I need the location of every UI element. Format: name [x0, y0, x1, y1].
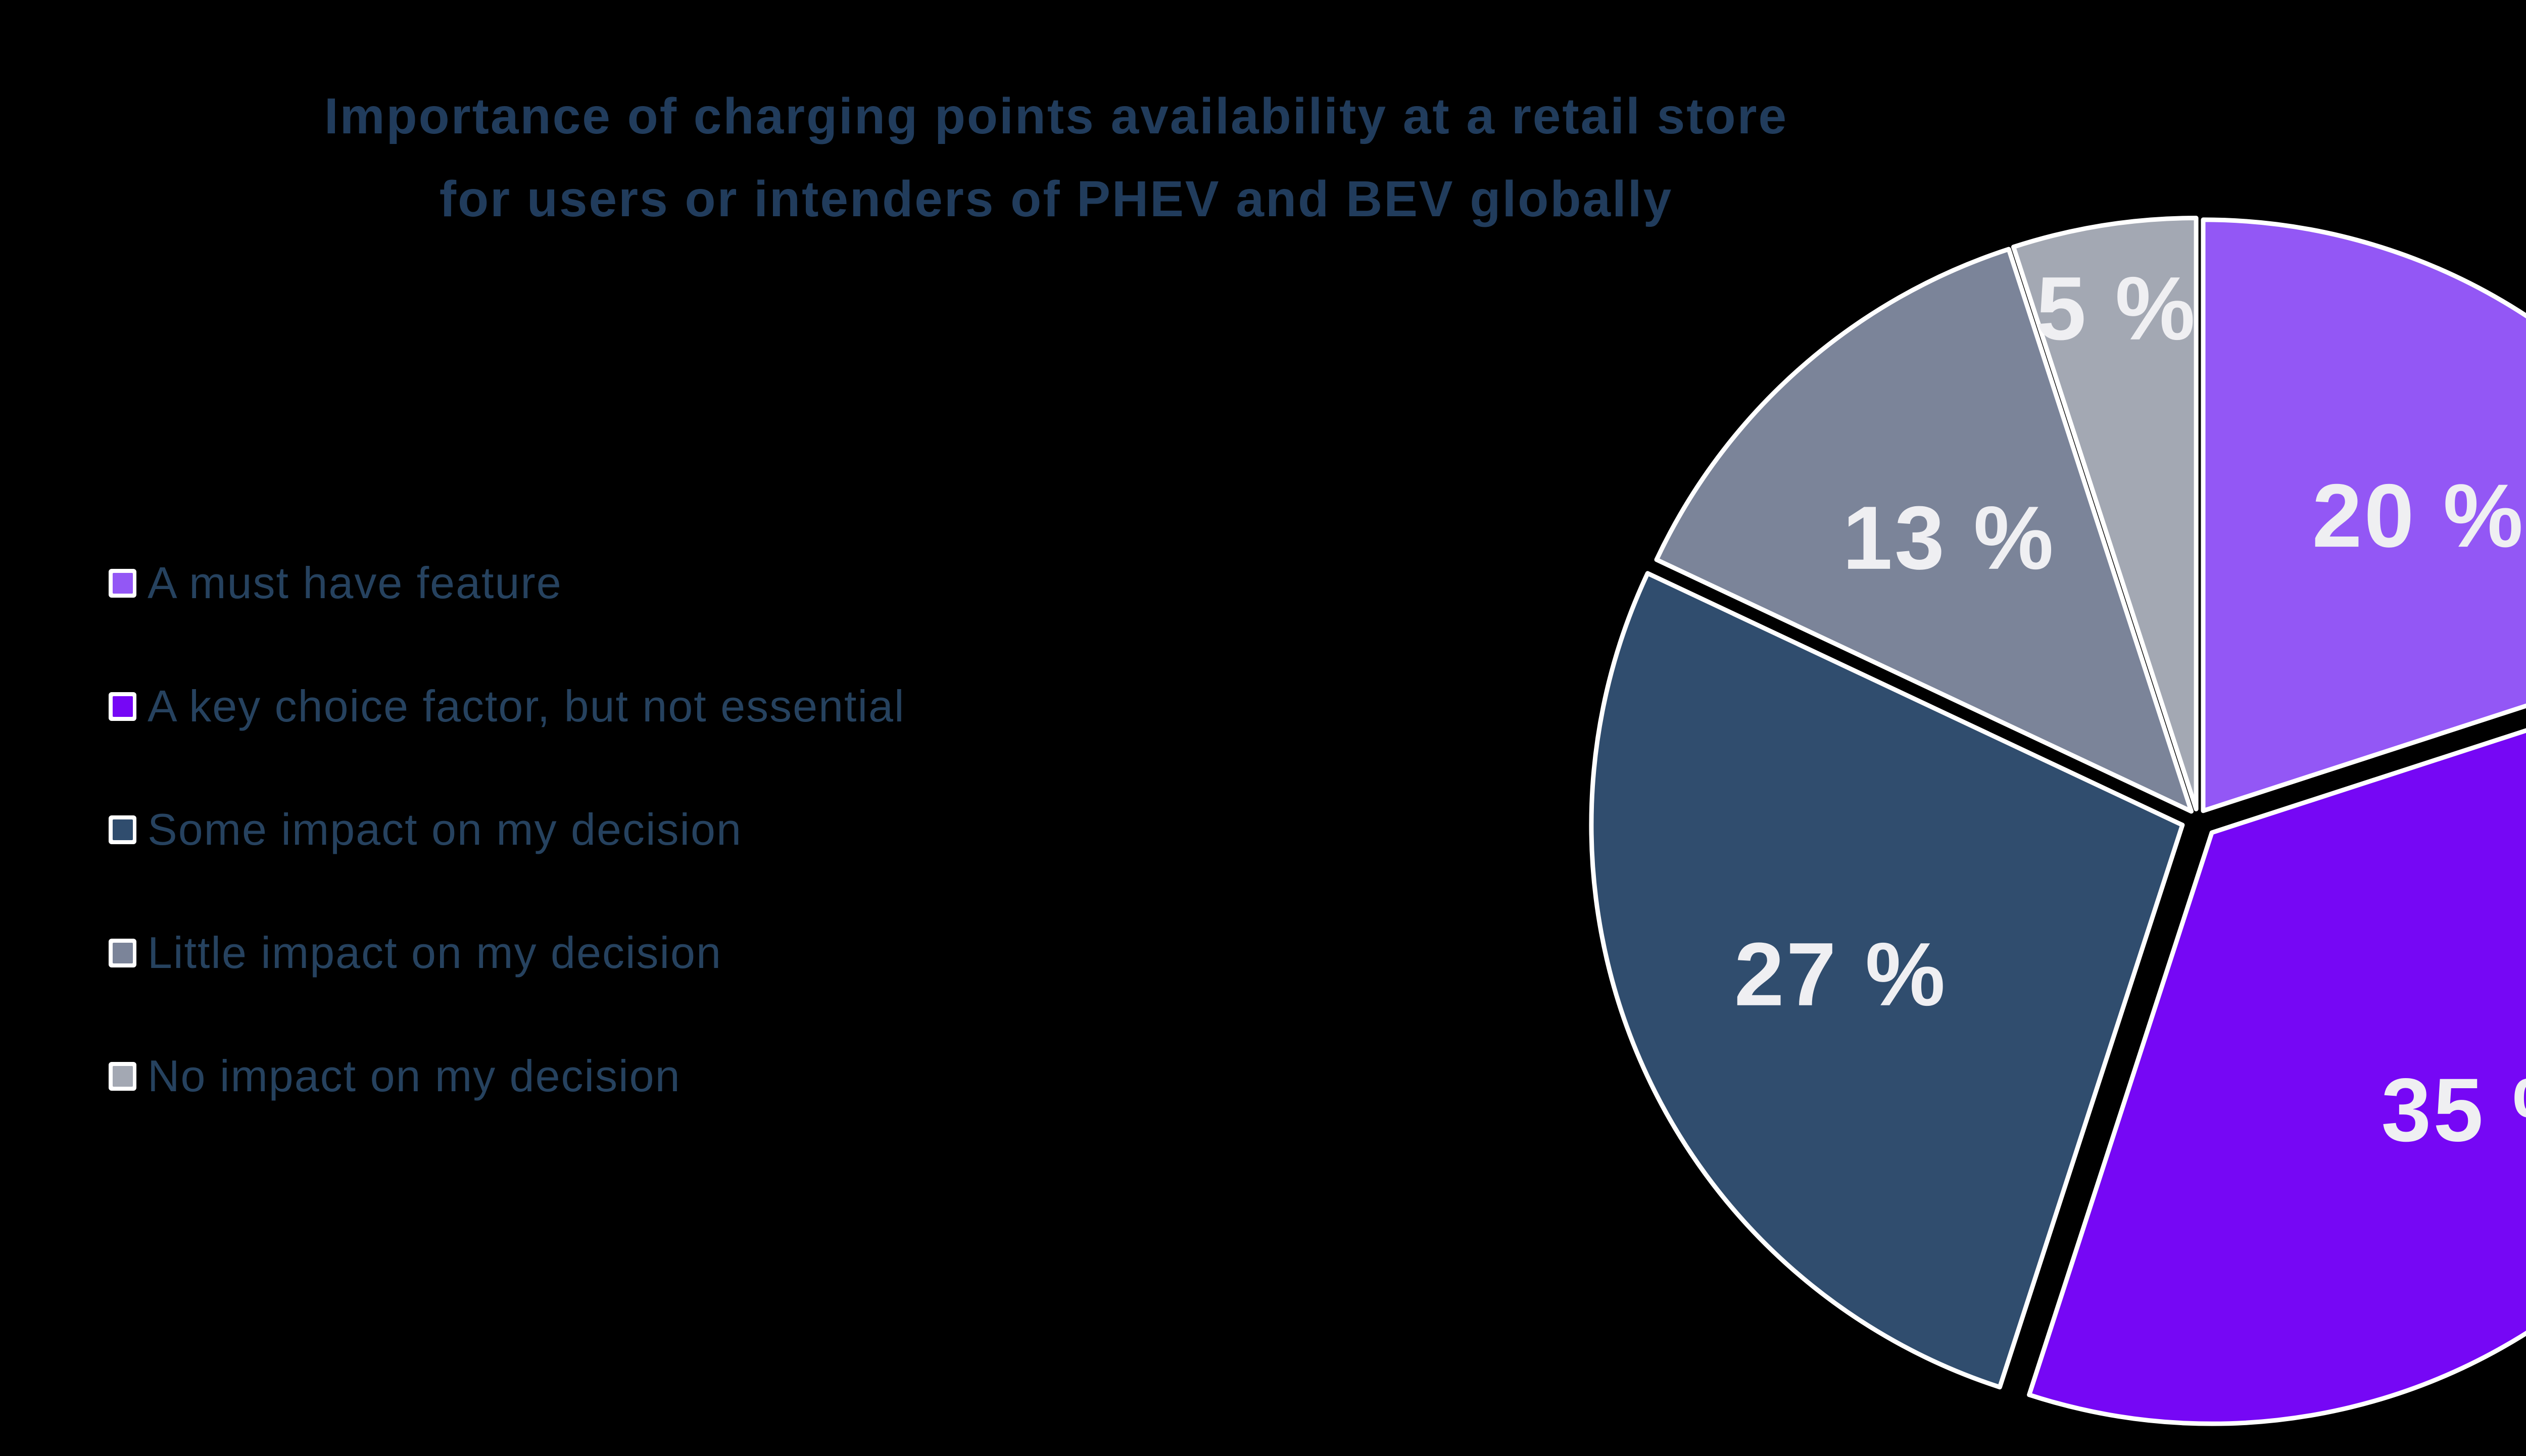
pie-slice-label: 20 % [2312, 465, 2525, 566]
legend-label: A must have feature [148, 558, 562, 608]
legend: A must have feature A key choice factor, … [109, 558, 905, 1181]
pie-slice-label: 5 % [2036, 258, 2197, 359]
legend-item: No impact on my decision [109, 1051, 905, 1101]
legend-item: Little impact on my decision [109, 928, 905, 978]
legend-swatch-color [112, 696, 133, 717]
pie-slice [1654, 247, 2194, 814]
legend-swatch-color [112, 819, 133, 840]
legend-swatch [109, 1061, 136, 1091]
legend-label: A key choice factor, but not essential [148, 681, 905, 731]
pie-slice [2011, 216, 2199, 811]
legend-swatch [109, 568, 136, 598]
pie-slice [2201, 217, 2526, 813]
legend-item: Some impact on my decision [109, 804, 905, 854]
pie-slice-label: 35 % [2381, 1059, 2526, 1160]
legend-swatch-color [112, 1065, 133, 1087]
legend-swatch [109, 815, 136, 844]
legend-label: No impact on my decision [148, 1051, 681, 1101]
legend-swatch [109, 938, 136, 967]
legend-swatch-color [112, 942, 133, 963]
chart-title-line1: Importance of charging points availabili… [324, 88, 1788, 144]
legend-swatch-color [112, 572, 133, 594]
legend-label: Little impact on my decision [148, 928, 722, 978]
legend-item: A must have feature [109, 558, 905, 608]
chart-title-line2: for users or intenders of PHEV and BEV g… [439, 171, 1673, 227]
pie-slice-label: 27 % [1734, 924, 1948, 1025]
chart-title: Importance of charging points availabili… [120, 75, 1992, 240]
pie-slice [1589, 571, 2185, 1390]
legend-swatch [109, 692, 136, 721]
legend-item: A key choice factor, but not essential [109, 681, 905, 731]
pie-slice [2027, 728, 2526, 1426]
pie-slice-label: 13 % [1842, 488, 2056, 588]
legend-label: Some impact on my decision [148, 804, 742, 854]
